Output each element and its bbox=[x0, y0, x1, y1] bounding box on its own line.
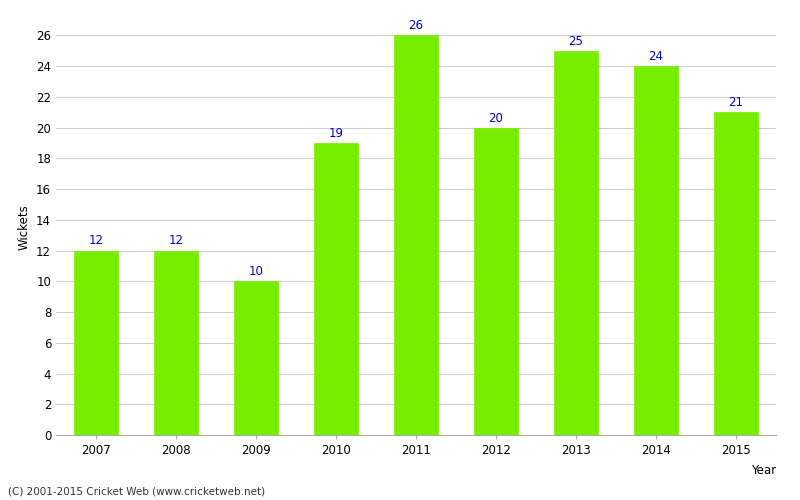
Bar bbox=[74, 250, 118, 435]
Bar bbox=[394, 36, 438, 435]
Text: 25: 25 bbox=[569, 34, 583, 48]
Bar bbox=[714, 112, 758, 435]
Text: Year: Year bbox=[751, 464, 776, 477]
Bar bbox=[314, 143, 358, 435]
Bar bbox=[154, 250, 198, 435]
Text: 21: 21 bbox=[729, 96, 743, 109]
Text: 19: 19 bbox=[329, 127, 343, 140]
Bar bbox=[474, 128, 518, 435]
Bar bbox=[634, 66, 678, 435]
Text: 24: 24 bbox=[649, 50, 663, 63]
Text: 12: 12 bbox=[169, 234, 183, 248]
Text: 10: 10 bbox=[249, 265, 263, 278]
Bar bbox=[234, 282, 278, 435]
Text: 26: 26 bbox=[409, 20, 423, 32]
Text: (C) 2001-2015 Cricket Web (www.cricketweb.net): (C) 2001-2015 Cricket Web (www.cricketwe… bbox=[8, 487, 265, 497]
Bar bbox=[554, 50, 598, 435]
Text: 20: 20 bbox=[489, 112, 503, 124]
Y-axis label: Wickets: Wickets bbox=[18, 204, 30, 250]
Text: 12: 12 bbox=[89, 234, 103, 248]
